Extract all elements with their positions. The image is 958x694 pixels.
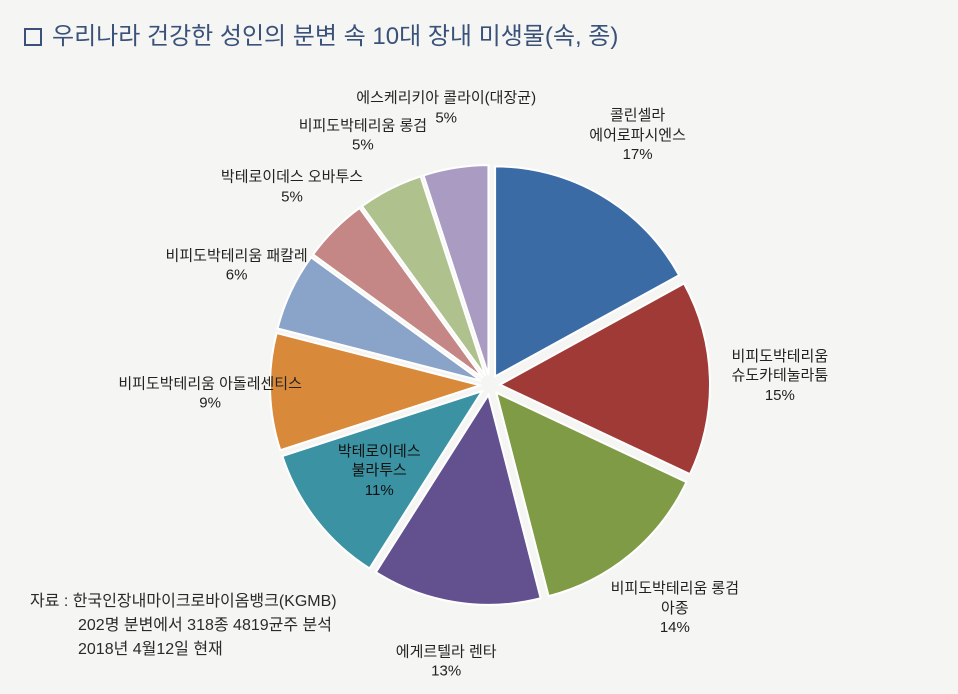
source-line: 202명 분변에서 318종 4819균주 분석 — [30, 614, 337, 638]
slice-label: 비피도박테리움 롱검아종14% — [611, 579, 739, 638]
pie-hub — [482, 377, 498, 393]
slice-label: 에스케리키아 콜라이(대장균)5% — [356, 89, 536, 128]
source-caption: 자료 : 한국인장내마이크로바이옴뱅크(KGMB) 202명 분변에서 318종… — [30, 590, 337, 662]
slice-label: 박테로이데스불라투스11% — [338, 442, 421, 501]
slice-label: 비피도박테리움 패칼레6% — [166, 246, 308, 285]
slice-label: 박테로이데스 오바투스5% — [221, 168, 363, 207]
title-bullet-icon — [24, 28, 42, 46]
source-line: 2018년 4월12일 현재 — [30, 638, 337, 662]
page-title: 우리나라 건강한 성인의 분변 속 10대 장내 미생물(속, 종) — [24, 16, 618, 51]
slice-label: 에게르텔라 렌타13% — [396, 642, 497, 681]
title-text: 우리나라 건강한 성인의 분변 속 10대 장내 미생물(속, 종) — [52, 23, 618, 50]
slice-label: 콜린셀라에어로파시엔스17% — [589, 106, 686, 165]
slice-label: 비피도박테리움슈도카테눌라툼15% — [732, 347, 829, 406]
source-line: 자료 : 한국인장내마이크로바이옴뱅크(KGMB) — [30, 590, 337, 614]
slice-label: 비피도박테리움 아돌레센티스9% — [118, 374, 302, 413]
